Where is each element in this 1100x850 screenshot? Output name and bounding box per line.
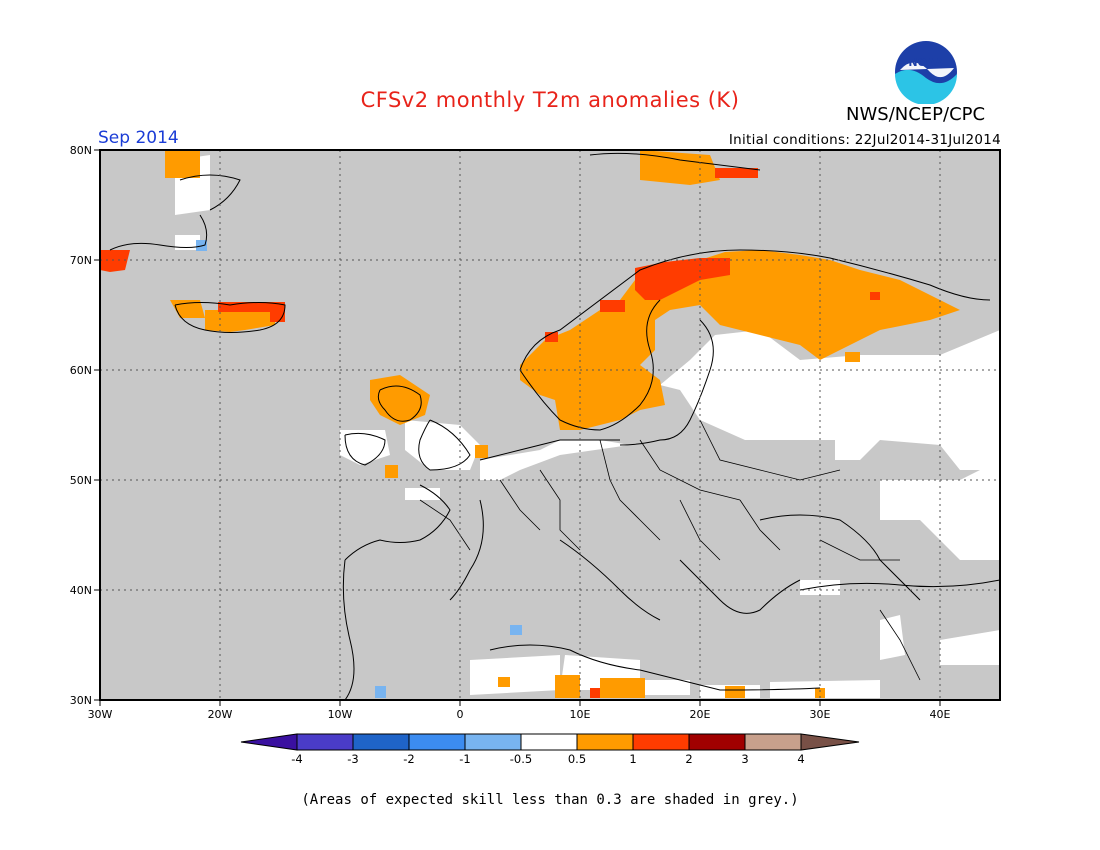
color-bar-segment: [632, 733, 690, 751]
lon-tick-label: 40E: [930, 708, 951, 721]
color-bar-segment: [520, 733, 578, 751]
color-bar-segment: [576, 733, 634, 751]
color-bar-segment: [464, 733, 522, 751]
initial-conditions-label: Initial conditions: 22Jul2014-31Jul2014: [728, 132, 1001, 148]
lon-tick-label: 30W: [88, 708, 113, 721]
color-bar-tick-label: 3: [741, 752, 748, 766]
lat-tick-label: 30N: [70, 694, 92, 707]
map-frame: [99, 149, 1001, 701]
axis-ticks: [94, 149, 941, 706]
lat-tick-label: 70N: [70, 254, 92, 267]
color-bar-tick-label: -4: [291, 752, 302, 766]
lon-tick-label: 10E: [570, 708, 591, 721]
lat-tick-label: 80N: [70, 144, 92, 157]
color-bar-tick-label: 0.5: [568, 752, 586, 766]
color-bar-tick-label: -1: [459, 752, 470, 766]
noaa-logo: NOAA: [895, 41, 957, 104]
lat-tick-label: 40N: [70, 584, 92, 597]
coastlines: [109, 152, 1000, 700]
color-bar-arrow-high: [800, 733, 860, 751]
lon-tick-label: 30E: [810, 708, 831, 721]
map-title: CFSv2 monthly T2m anomalies (K): [360, 88, 740, 112]
color-bar-tick-label: -2: [403, 752, 414, 766]
color-bar-tick-label: 1: [629, 752, 636, 766]
color-bar-segment: [352, 733, 410, 751]
color-bar-segment: [688, 733, 746, 751]
color-bar-tick-label: 4: [797, 752, 804, 766]
logo-lettering: NOAA: [908, 56, 944, 69]
lon-tick-label: 20E: [690, 708, 711, 721]
color-bar-arrow-low: [240, 733, 298, 751]
color-bar-tick-label: -3: [347, 752, 358, 766]
color-bar-segment: [744, 733, 802, 751]
lat-tick-label: 60N: [70, 364, 92, 377]
lat-tick-label: 50N: [70, 474, 92, 487]
color-bar-tick-label: -0.5: [510, 752, 532, 766]
country-borders: [419, 419, 921, 681]
lon-tick-label: 0: [457, 708, 464, 721]
organization-label: NWS/NCEP/CPC: [846, 104, 986, 125]
skill-footnote: (Areas of expected skill less than 0.3 a…: [301, 792, 799, 808]
map-grid: [100, 150, 1000, 700]
strong-warm-anomaly-region: [100, 168, 880, 698]
color-bar-segment: [296, 733, 354, 751]
color-bar-segment: [408, 733, 466, 751]
color-bar-tick-label: 2: [685, 752, 692, 766]
lon-tick-label: 20W: [208, 708, 233, 721]
period-label: Sep 2014: [98, 128, 179, 148]
color-bar: [240, 733, 860, 751]
lon-tick-label: 10W: [328, 708, 353, 721]
